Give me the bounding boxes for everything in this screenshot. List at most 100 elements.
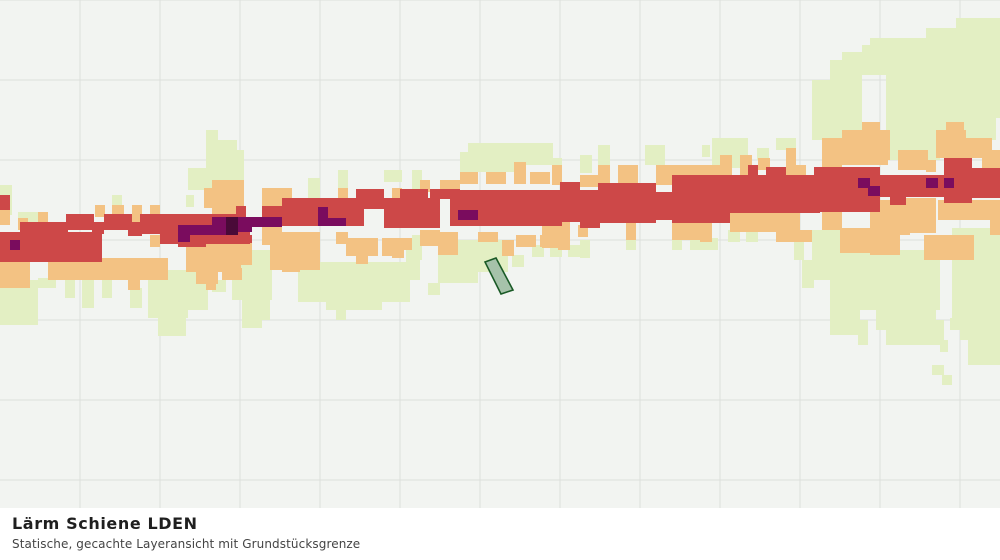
noise-zone-high [430, 189, 460, 199]
noise-zone-low [112, 195, 122, 207]
noise-zone-very-high [178, 232, 190, 242]
noise-zone-medium [530, 172, 550, 184]
noise-zone-high [400, 189, 428, 205]
noise-zone-high [970, 168, 1000, 198]
noise-zone-low [468, 143, 553, 165]
noise-zone-low [968, 300, 1000, 365]
noise-zone-high [356, 189, 384, 209]
noise-zone-high [580, 190, 600, 228]
noise-zone-very-high [458, 210, 478, 220]
noise-zone-medium [776, 230, 796, 242]
noise-zone-very-high [926, 178, 938, 188]
noise-zone-medium [656, 165, 676, 185]
noise-zone-medium [970, 200, 1000, 220]
noise-zone-low [215, 140, 237, 180]
noise-zone-medium [478, 232, 498, 242]
noise-zone-medium [150, 235, 160, 247]
noise-zone-medium [282, 258, 300, 272]
noise-zone-low [65, 280, 75, 298]
map-view[interactable] [0, 0, 1000, 508]
noise-zone-medium [862, 122, 880, 142]
noise-zone-medium [786, 148, 796, 168]
noise-zone-low [346, 290, 382, 310]
noise-zone-medium [898, 150, 928, 170]
noise-zone-low [942, 375, 952, 385]
noise-zone-high [92, 222, 104, 234]
noise-zone-low [250, 258, 260, 270]
noise-zone-low [950, 318, 962, 330]
noise-zone-medium [420, 230, 440, 246]
noise-zone-medium [204, 188, 216, 208]
noise-zone-medium [626, 220, 636, 240]
noise-zone-medium [206, 270, 216, 290]
layer-title: Lärm Schiene LDEN [12, 514, 198, 533]
noise-zone-high [128, 222, 142, 236]
noise-zone-low [338, 170, 348, 190]
noise-zone-medium [786, 165, 806, 177]
noise-zone-medium [95, 205, 105, 217]
noise-zone-extreme [226, 217, 238, 235]
noise-zone-high [748, 165, 758, 177]
noise-zone-low [702, 145, 710, 157]
noise-zone-high [104, 214, 132, 230]
noise-zone-medium [720, 155, 732, 175]
noise-zone-low [232, 150, 244, 180]
noise-zone-low [932, 365, 944, 375]
noise-zone-low [186, 195, 194, 207]
noise-zone-low [672, 238, 682, 250]
noise-zone-medium [420, 180, 430, 192]
noise-zone-low [478, 245, 508, 265]
noise-zone-low [158, 308, 170, 336]
noise-zone-medium [578, 225, 588, 237]
noise-zone-low [38, 278, 56, 288]
noise-zone-low [870, 38, 930, 60]
noise-zone-low [858, 320, 868, 345]
noise-zone-medium [540, 235, 550, 247]
noise-zone-high [598, 183, 656, 223]
noise-zone-low [384, 170, 402, 182]
noise-zone-medium [618, 165, 638, 185]
parcel-boundary [483, 257, 515, 295]
noise-zone-medium [460, 172, 478, 184]
noise-zone-low [412, 235, 422, 260]
noise-zone-very-high [10, 240, 20, 250]
noise-zone-medium [48, 258, 168, 280]
noise-zone-medium [222, 268, 242, 280]
noise-zone-low [886, 320, 944, 345]
noise-zone-medium [438, 232, 458, 255]
noise-zone-medium [990, 218, 1000, 235]
noise-zone-medium [552, 165, 562, 185]
noise-zone-high [450, 190, 562, 226]
noise-zone-medium [840, 228, 870, 253]
noise-zone-medium [150, 205, 160, 217]
noise-zone-low [242, 300, 262, 328]
noise-zone-medium [338, 188, 348, 200]
noise-zone-low [802, 260, 814, 288]
noise-map-layer [0, 0, 1000, 508]
noise-zone-low [794, 240, 804, 260]
noise-zone-medium [132, 205, 142, 225]
noise-zone-medium [926, 160, 936, 172]
noise-zone-low [940, 340, 948, 352]
noise-zone-low [480, 160, 520, 172]
noise-zone-medium [822, 138, 842, 168]
noise-zone-medium [730, 210, 800, 232]
noise-zone-medium [924, 235, 974, 260]
noise-zone-low [512, 255, 524, 267]
noise-zone-low [102, 280, 112, 298]
noise-zone-medium [870, 235, 900, 255]
noise-zone-low [380, 290, 402, 302]
noise-zone-low [757, 148, 769, 160]
noise-zone-low [196, 290, 208, 310]
noise-zone-medium [0, 205, 10, 225]
noise-zone-high [720, 175, 790, 213]
noise-zone-very-high [318, 218, 346, 226]
noise-zone-medium [982, 150, 1000, 170]
noise-zone-medium [598, 165, 610, 185]
noise-zone-low [168, 318, 186, 336]
noise-zone-low [336, 305, 346, 320]
noise-zone-medium [946, 122, 964, 142]
noise-zone-low [645, 145, 665, 165]
noise-zone-medium [128, 276, 140, 290]
noise-zone-low [842, 52, 862, 82]
